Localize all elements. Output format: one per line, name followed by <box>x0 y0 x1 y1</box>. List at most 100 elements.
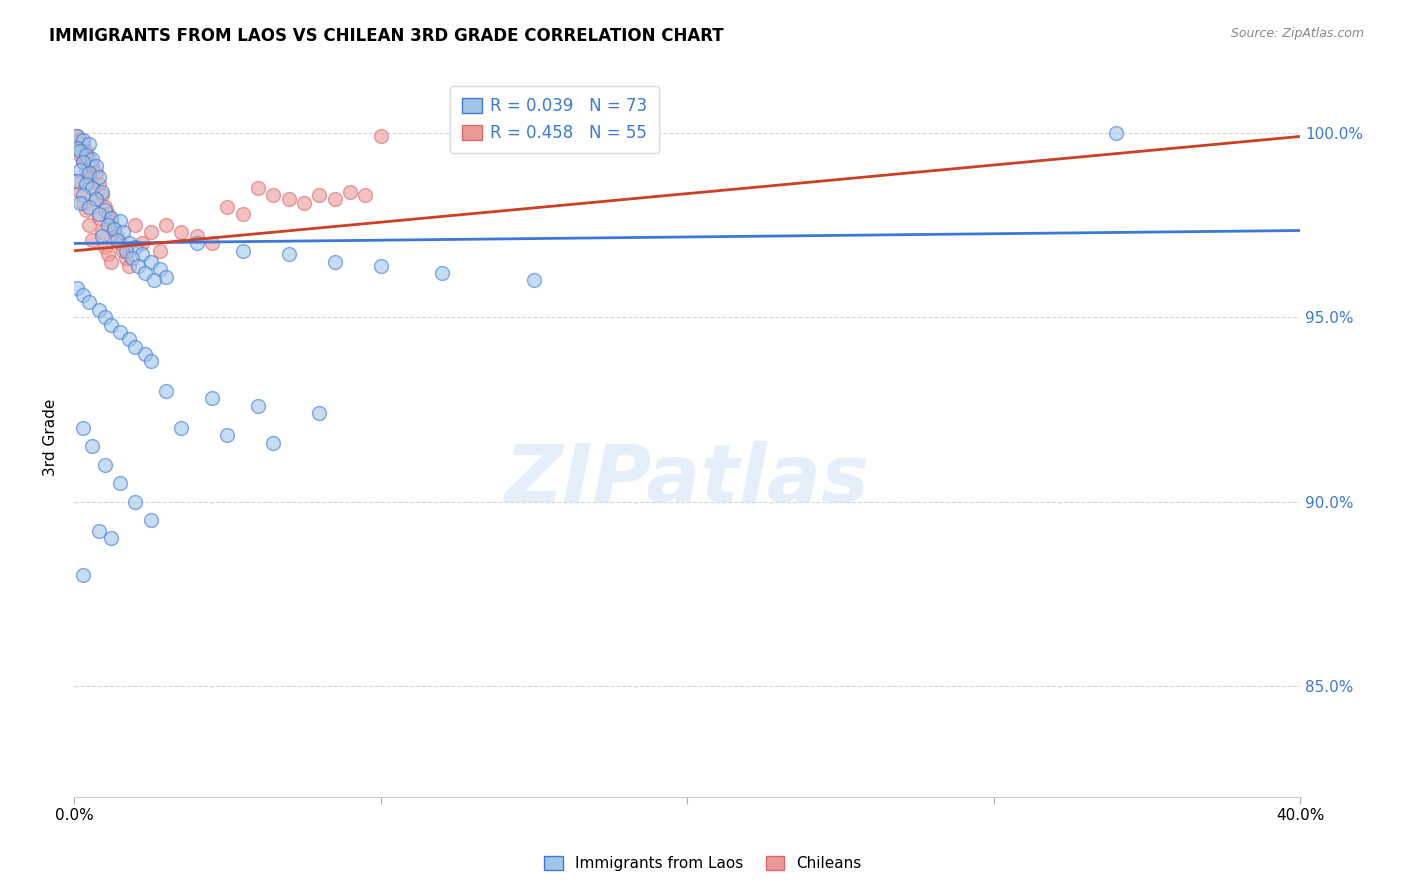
Chileans <box>84 192 107 206</box>
Immigrants from Laos <box>72 155 94 169</box>
Immigrants from Laos <box>66 140 89 154</box>
Immigrants from Laos <box>121 251 143 265</box>
Immigrants from Laos <box>79 200 101 214</box>
Chileans <box>308 188 330 202</box>
Chileans <box>232 207 254 221</box>
Chileans <box>69 185 91 199</box>
Chileans <box>97 247 120 261</box>
Chileans <box>292 195 315 210</box>
Immigrants from Laos <box>66 174 89 188</box>
Chileans <box>82 233 104 247</box>
Immigrants from Laos <box>134 347 156 361</box>
Chileans <box>277 192 299 206</box>
Chileans <box>72 155 94 169</box>
Immigrants from Laos <box>201 392 224 406</box>
Immigrants from Laos <box>93 458 115 472</box>
Chileans <box>66 140 89 154</box>
Chileans <box>72 136 94 151</box>
Chileans <box>118 259 141 273</box>
Immigrants from Laos <box>75 178 97 192</box>
Legend: R = 0.039   N = 73, R = 0.458   N = 55: R = 0.039 N = 73, R = 0.458 N = 55 <box>450 86 659 153</box>
Chileans <box>75 145 97 159</box>
Chileans <box>354 188 377 202</box>
Chileans <box>246 181 269 195</box>
Chileans <box>186 229 208 244</box>
Chileans <box>139 225 162 239</box>
Immigrants from Laos <box>186 236 208 251</box>
Immigrants from Laos <box>1105 126 1128 140</box>
Chileans <box>124 218 146 232</box>
Immigrants from Laos <box>142 273 165 287</box>
Chileans <box>69 148 91 162</box>
Immigrants from Laos <box>103 221 125 235</box>
Immigrants from Laos <box>79 136 101 151</box>
Chileans <box>100 214 122 228</box>
Immigrants from Laos <box>139 255 162 269</box>
Immigrants from Laos <box>82 181 104 195</box>
Immigrants from Laos <box>246 399 269 413</box>
Immigrants from Laos <box>87 302 110 317</box>
Immigrants from Laos <box>232 244 254 258</box>
Chileans <box>79 218 101 232</box>
Chileans <box>201 236 224 251</box>
Immigrants from Laos <box>93 310 115 325</box>
Chileans <box>82 159 104 173</box>
Immigrants from Laos <box>82 152 104 166</box>
Chileans <box>149 244 172 258</box>
Immigrants from Laos <box>97 218 120 232</box>
Chileans <box>66 129 89 144</box>
Immigrants from Laos <box>100 532 122 546</box>
Text: Source: ZipAtlas.com: Source: ZipAtlas.com <box>1230 27 1364 40</box>
Chileans <box>262 188 284 202</box>
Chileans <box>155 218 177 232</box>
Immigrants from Laos <box>115 244 138 258</box>
Immigrants from Laos <box>69 195 91 210</box>
Chileans <box>103 221 125 235</box>
Immigrants from Laos <box>124 494 146 508</box>
Immigrants from Laos <box>127 259 149 273</box>
Chileans <box>84 166 107 180</box>
Chileans <box>90 225 112 239</box>
Chileans <box>217 200 239 214</box>
Immigrants from Laos <box>72 421 94 435</box>
Immigrants from Laos <box>217 428 239 442</box>
Legend: Immigrants from Laos, Chileans: Immigrants from Laos, Chileans <box>538 850 868 877</box>
Immigrants from Laos <box>155 384 177 398</box>
Chileans <box>115 251 138 265</box>
Immigrants from Laos <box>79 166 101 180</box>
Immigrants from Laos <box>149 262 172 277</box>
Chileans <box>370 129 392 144</box>
Immigrants from Laos <box>124 340 146 354</box>
Chileans <box>170 225 193 239</box>
Immigrants from Laos <box>277 247 299 261</box>
Immigrants from Laos <box>72 568 94 582</box>
Chileans <box>100 255 122 269</box>
Chileans <box>323 192 346 206</box>
Immigrants from Laos <box>100 211 122 225</box>
Immigrants from Laos <box>72 133 94 147</box>
Immigrants from Laos <box>139 354 162 368</box>
Immigrants from Laos <box>112 225 135 239</box>
Immigrants from Laos <box>323 255 346 269</box>
Chileans <box>93 200 115 214</box>
Chileans <box>112 244 135 258</box>
Immigrants from Laos <box>90 185 112 199</box>
Immigrants from Laos <box>66 129 89 144</box>
Immigrants from Laos <box>118 236 141 251</box>
Y-axis label: 3rd Grade: 3rd Grade <box>44 399 58 475</box>
Immigrants from Laos <box>79 295 101 310</box>
Immigrants from Laos <box>262 435 284 450</box>
Immigrants from Laos <box>72 188 94 202</box>
Immigrants from Laos <box>134 266 156 280</box>
Immigrants from Laos <box>308 406 330 420</box>
Immigrants from Laos <box>84 192 107 206</box>
Chileans <box>87 211 110 225</box>
Immigrants from Laos <box>139 513 162 527</box>
Immigrants from Laos <box>69 162 91 177</box>
Immigrants from Laos <box>430 266 453 280</box>
Chileans <box>97 207 120 221</box>
Chileans <box>75 162 97 177</box>
Immigrants from Laos <box>108 214 131 228</box>
Immigrants from Laos <box>72 288 94 302</box>
Chileans <box>131 236 153 251</box>
